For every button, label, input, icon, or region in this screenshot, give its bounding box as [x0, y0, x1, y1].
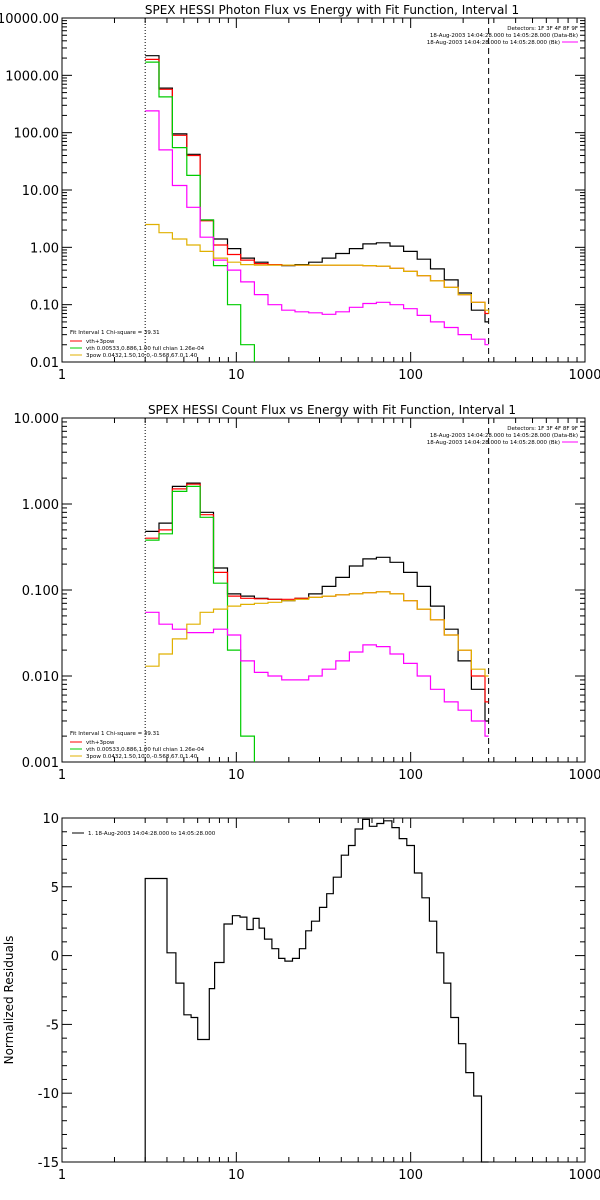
- plot-frame: [61, 417, 586, 763]
- y-tick-label: 5: [51, 881, 59, 896]
- count-legend-3: 3pow 0.0432,1.50,10.0,-0.568,67.0,1.40: [86, 754, 198, 760]
- y-tick-label: 10.000: [14, 412, 60, 427]
- series-line-0: [145, 55, 489, 323]
- plot-frame: [61, 817, 586, 1163]
- count-time-bk-note: 18-Aug-2003 14:04:28.000 to 14:05:28.000…: [427, 440, 560, 446]
- photon-flux-axes: 1 10 100 1000 0.01 0.10 1.00 10.00 100.00 1000.00…: [0, 12, 600, 383]
- photon-legend-1: vth+3pow: [86, 339, 115, 345]
- photon-flux-title: SPEX HESSI Photon Flux vs Energy with Fi…: [145, 3, 519, 17]
- y-tick-label: -5: [46, 1018, 59, 1033]
- series-line-0: [144, 818, 489, 1163]
- y-tick-label: 0.10: [30, 299, 59, 314]
- photon-legend-3: 3pow 0.0432,1.50,10.0,-0.568,67.0,1.40: [86, 353, 198, 359]
- y-tick-label: 100.00: [14, 127, 60, 142]
- series-line-2: [145, 485, 255, 762]
- series-line-1: [145, 58, 489, 315]
- count-fit-info: Fit Interval 1 Chi-square = 39.31: [70, 731, 160, 737]
- x-tick-label: 1: [58, 768, 66, 783]
- y-tick-label: 1000.00: [5, 69, 59, 84]
- count-detectors-note: Detectors: 1F 3F 4F 8F 9F: [507, 426, 578, 432]
- x-tick-label: 1000: [568, 368, 600, 383]
- residuals-legend: 1. 18-Aug-2003 14:04:28.000 to 14:05:28.…: [88, 831, 216, 837]
- y-tick-label: 1.000: [22, 498, 59, 513]
- residuals-ylabel: Normalized Residuals: [2, 936, 16, 1065]
- photon-time-data-note: 18-Aug-2003 14:04:28.000 to 14:05:28.000…: [430, 33, 578, 39]
- series-line-3: [145, 110, 489, 346]
- residuals-series: [144, 818, 489, 1163]
- photon-legend-2: vth 0.00533,0.886,1.00 full chian 1.26e-…: [86, 346, 205, 352]
- residuals-panel: 1 10 100 1000 -15 -10 -5 0 5 10 1. 18-Aug-2003 14…: [2, 812, 600, 1183]
- x-tick-label: 1000: [568, 1168, 600, 1183]
- y-tick-label: 1.00: [30, 241, 59, 256]
- photon-detectors-note: Detectors: 1F 3F 4F 8F 9F: [507, 26, 578, 32]
- x-tick-label: 10: [228, 368, 245, 383]
- y-tick-label: 0: [51, 950, 59, 965]
- y-tick-label: 10.00: [22, 184, 59, 199]
- series-line-4: [145, 223, 490, 314]
- x-tick-label: 1000: [568, 768, 600, 783]
- y-tick-label: -15: [38, 1156, 59, 1171]
- x-tick-label: 100: [398, 1168, 423, 1183]
- count-legend-2: vth 0.00533,0.886,1.00 full chian 1.26e-…: [86, 747, 205, 753]
- y-tick-label: 0.001: [22, 756, 59, 771]
- count-flux-title: SPEX HESSI Count Flux vs Energy with Fit…: [148, 403, 516, 417]
- y-tick-label: 0.010: [22, 670, 59, 685]
- count-flux-series: [145, 482, 489, 762]
- count-flux-axes: 1 10 100 1000 0.001 0.010 0.100 1.000 10.000: [14, 412, 600, 783]
- residuals-axes: 1 10 100 1000 -15 -10 -5 0 5 10: [38, 812, 600, 1183]
- x-tick-label: 100: [398, 768, 423, 783]
- photon-flux-series: [145, 55, 490, 362]
- y-tick-label: -10: [38, 1087, 59, 1102]
- count-time-data-note: 18-Aug-2003 14:04:28.000 to 14:05:28.000…: [430, 433, 578, 439]
- y-tick-label: 10: [42, 812, 59, 827]
- count-legend-1: vth+3pow: [86, 740, 115, 746]
- y-tick-label: 0.100: [22, 584, 59, 599]
- y-tick-label: 10000.00: [0, 12, 59, 27]
- series-line-3: [145, 611, 489, 737]
- x-tick-label: 10: [228, 1168, 245, 1183]
- x-tick-label: 10: [228, 768, 245, 783]
- x-tick-label: 1: [58, 1168, 66, 1183]
- photon-time-bk-note: 18-Aug-2003 14:04:28.000 to 14:05:28.000…: [427, 40, 560, 46]
- x-tick-label: 1: [58, 368, 66, 383]
- plot-frame: [61, 17, 586, 363]
- x-tick-label: 100: [398, 368, 423, 383]
- series-line-0: [145, 482, 489, 722]
- series-line-1: [145, 483, 489, 703]
- photon-flux-panel: SPEX HESSI Photon Flux vs Energy with Fi…: [0, 3, 600, 383]
- count-flux-panel: SPEX HESSI Count Flux vs Energy with Fit…: [14, 403, 600, 783]
- y-tick-label: 0.01: [30, 356, 59, 371]
- photon-fit-info: Fit Interval 1 Chi-square = 39.31: [70, 330, 160, 336]
- series-line-4: [145, 591, 489, 677]
